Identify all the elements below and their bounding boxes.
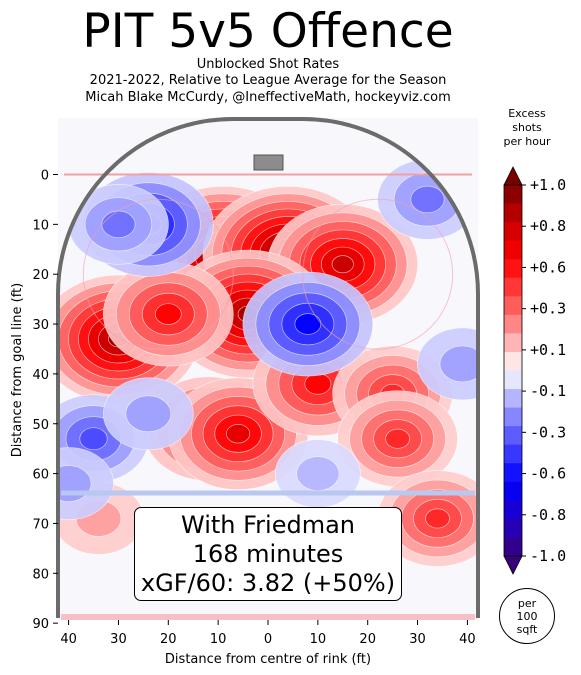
colorbar-band: [504, 370, 522, 390]
colorbar-tick-label: -0.3: [530, 423, 566, 441]
y-tick-label: 0: [41, 169, 49, 184]
goal-net: [253, 154, 284, 171]
annotation-player: With Friedman: [180, 511, 355, 539]
heat-contour: [439, 345, 478, 383]
y-tick-label: 20: [32, 268, 49, 283]
colorbar-band: [504, 222, 522, 242]
heat-contour: [294, 313, 322, 335]
x-tick-label: 20: [160, 632, 177, 647]
colorbar-band: [504, 500, 522, 520]
chart-title: PIT 5v5 Offence: [82, 4, 454, 59]
colorbar-band: [504, 463, 522, 483]
heat-contour: [154, 303, 182, 325]
colorbar-tick-label: +0.8: [530, 217, 566, 235]
heat-contour: [79, 427, 108, 451]
colorbar-title-line: shots: [512, 121, 542, 134]
heat-region: [102, 261, 234, 367]
centre-line: [61, 614, 475, 620]
heat-region: [337, 390, 458, 488]
heat-contour: [125, 395, 172, 433]
heat-contour: [331, 255, 354, 274]
heat-region: [417, 327, 478, 401]
heat-contour: [226, 424, 251, 444]
heat-region: [242, 271, 374, 377]
heat-contour: [101, 210, 136, 239]
colorbar-band: [504, 426, 522, 446]
colorbar-tick-label: -0.8: [530, 506, 566, 524]
colorbar-title-line: Excess: [508, 107, 546, 120]
colorbar-band: [504, 444, 522, 464]
colorbar-extend-top: [503, 166, 523, 186]
colorbar-frame: [503, 184, 523, 557]
colorbar-band: [504, 185, 522, 205]
subtitle-line-2: 2021-2022, Relative to League Average fo…: [89, 73, 447, 88]
x-tick-label: 40: [459, 632, 476, 647]
x-tick-label: 10: [210, 632, 227, 647]
heat-contour: [296, 456, 340, 491]
colorbar-tick-label: +0.3: [530, 300, 566, 318]
colorbar-tick-label: -0.6: [530, 465, 566, 483]
x-axis-label: Distance from centre of rink (ft): [165, 652, 371, 667]
faceoff-circle-right: [302, 198, 454, 350]
colorbar-band: [504, 277, 522, 297]
unit-badge: per 100 sqft: [499, 588, 555, 644]
heat-contour: [425, 508, 450, 529]
colorbar-tick-label: +0.6: [530, 258, 566, 276]
colorbar-title-line: per hour: [503, 135, 551, 148]
colorbar-tick-label: +0.1: [530, 341, 566, 359]
x-tick-label: 30: [409, 632, 426, 647]
colorbar-band: [504, 481, 522, 501]
colorbar-tick-label: -0.1: [530, 382, 566, 400]
y-tick-label: 60: [32, 468, 49, 483]
x-tick-label: 40: [60, 632, 77, 647]
unit-line: per: [517, 596, 537, 610]
y-tick-label: 80: [32, 567, 49, 582]
subtitle-line-1: Unblocked Shot Rates: [196, 57, 340, 72]
colorbar-band: [504, 333, 522, 353]
heat-contour: [58, 465, 92, 502]
colorbar-tick-label: -1.0: [530, 547, 566, 565]
colorbar-tick-label: +1.0: [530, 176, 566, 194]
y-tick-label: 10: [32, 218, 49, 233]
heat-contour: [385, 428, 410, 449]
annotation-xgf: xGF/60: 3.82 (+50%): [140, 569, 396, 597]
heat-contour: [410, 185, 445, 214]
heat-contour: [304, 373, 332, 395]
colorbar-extend-bottom: [503, 555, 523, 575]
x-tick-label: 20: [359, 632, 376, 647]
y-tick-label: 30: [32, 318, 49, 333]
unit-line: 100: [516, 609, 538, 623]
x-tick-label: 10: [310, 632, 327, 647]
colorbar-band: [504, 240, 522, 260]
heat-region: [58, 447, 114, 520]
heat-region: [103, 377, 194, 451]
colorbar-band: [504, 407, 522, 427]
rink-boards: [56, 117, 480, 618]
y-tick-label: 50: [32, 418, 49, 433]
colorbar-title: Excess shots per hour: [497, 107, 557, 149]
y-tick-label: 70: [32, 517, 49, 532]
colorbar-band: [504, 203, 522, 223]
colorbar-band: [504, 259, 522, 279]
colorbar-band: [504, 296, 522, 316]
colorbar-band: [504, 537, 522, 557]
faceoff-circle-left: [82, 198, 234, 350]
heat-region: [68, 184, 169, 265]
annotation-minutes: 168 minutes: [192, 540, 344, 568]
colorbar-band: [504, 389, 522, 409]
y-tick-label: 40: [32, 368, 49, 383]
colorbar-band: [504, 351, 522, 371]
colorbar-band: [504, 314, 522, 334]
subtitle-line-3: Micah Blake McCurdy, @IneffectiveMath, h…: [85, 90, 451, 105]
unit-line: sqft: [516, 622, 538, 636]
colorbar-band: [504, 518, 522, 538]
x-tick-label: 0: [264, 632, 272, 647]
heat-region: [275, 439, 361, 508]
x-tick-label: 30: [110, 632, 127, 647]
y-axis-label: Distance from goal line (ft): [10, 283, 25, 457]
annotation-box: With Friedman 168 minutes xGF/60: 3.82 (…: [134, 507, 402, 601]
y-tick-label: 90: [32, 617, 49, 632]
